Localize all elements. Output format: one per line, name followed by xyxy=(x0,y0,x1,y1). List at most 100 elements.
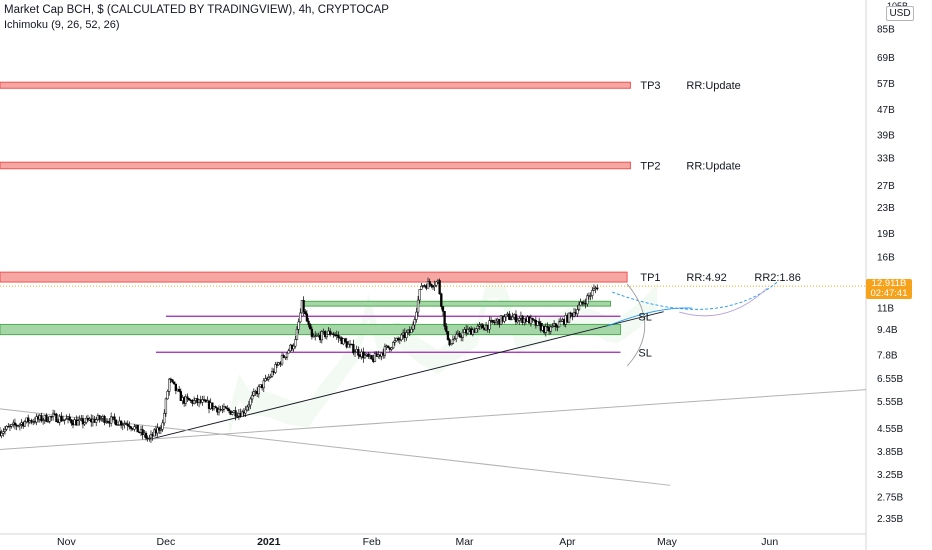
candle-body xyxy=(435,281,438,286)
candle-body xyxy=(128,425,131,428)
y-tick-label: 3.25B xyxy=(877,470,903,481)
candle-body xyxy=(247,404,251,408)
candle-body xyxy=(95,419,98,423)
candle-body xyxy=(455,334,458,339)
candle-body xyxy=(270,370,274,377)
candle-body xyxy=(269,375,272,378)
candle-body xyxy=(453,338,456,341)
candle-body xyxy=(304,311,307,315)
candle-body xyxy=(591,290,594,296)
candle-body xyxy=(494,320,498,323)
candle-body xyxy=(397,338,400,341)
candle-body xyxy=(0,432,3,436)
support-zone-3 xyxy=(301,300,612,307)
candle-body xyxy=(577,304,581,310)
candle-body xyxy=(161,422,164,430)
candle-body xyxy=(572,312,576,317)
candle-body xyxy=(65,418,68,420)
candle-body xyxy=(373,353,377,362)
candle-body xyxy=(509,318,513,321)
candle-body xyxy=(343,338,347,342)
y-tick-label: 2.35B xyxy=(877,514,903,525)
candle-body xyxy=(55,413,58,422)
support-trendline xyxy=(149,311,664,440)
y-tick-label: 39B xyxy=(877,131,895,142)
candle-body xyxy=(567,312,571,323)
currency-selector[interactable]: USD xyxy=(886,6,914,21)
candle-body xyxy=(430,283,433,287)
target-zone-tp1 xyxy=(0,271,628,283)
candle-body xyxy=(144,432,148,439)
candle-body xyxy=(51,413,55,417)
y-tick-label: 33B xyxy=(877,153,895,164)
candle-body xyxy=(164,398,168,414)
candle-body xyxy=(83,422,86,425)
plot-area[interactable] xyxy=(0,0,866,534)
candle-body xyxy=(68,416,71,421)
bar-countdown: 02:47:41 xyxy=(870,288,908,299)
candle-body xyxy=(325,334,328,338)
y-tick-label: 11B xyxy=(877,303,894,314)
candle-body xyxy=(166,391,169,400)
candle-body xyxy=(411,324,415,330)
candle-body xyxy=(98,415,101,420)
y-tick-label: 6.55B xyxy=(877,374,903,385)
candle-body xyxy=(481,324,484,329)
candle-body xyxy=(416,299,420,313)
candle-body xyxy=(41,419,45,422)
candle-body xyxy=(392,342,395,349)
candle-body xyxy=(441,306,445,312)
candle-body xyxy=(310,328,314,337)
candle-body xyxy=(280,355,284,365)
price-axis[interactable]: 85B 69B 57B 47B 39B 33B 27B 23B 19B 16B 11B 9.4B 7.8… xyxy=(877,24,903,525)
x-tick-label: Jun xyxy=(761,536,778,548)
candle-body xyxy=(387,345,390,348)
candle-body xyxy=(491,319,494,323)
candle-body xyxy=(136,424,139,433)
candle-body xyxy=(518,318,521,321)
y-tick-label: 85B xyxy=(877,24,895,35)
candle-body xyxy=(426,281,430,289)
candle-body xyxy=(461,332,465,338)
candle-body xyxy=(174,383,178,392)
candle-body xyxy=(173,381,176,385)
candle-body xyxy=(178,389,181,392)
zone-rr2-tp1: RR2:1.86 xyxy=(754,272,800,284)
candle-body xyxy=(17,425,20,427)
candle-body xyxy=(596,287,599,290)
candle-body xyxy=(18,424,22,427)
candle-body xyxy=(320,331,323,341)
candle-body xyxy=(251,395,254,400)
zone-rr-tp1: RR:4.92 xyxy=(686,272,726,284)
time-axis[interactable]: Nov Dec 2021 Feb Mar Apr May Jun xyxy=(57,536,778,548)
candle-body xyxy=(554,323,557,327)
candle-body xyxy=(474,328,478,333)
candle-body xyxy=(559,320,562,323)
candle-body xyxy=(383,346,387,356)
candle-body xyxy=(428,281,431,285)
projection-arc-blue-2 xyxy=(607,307,693,327)
candle-body xyxy=(405,332,408,338)
candle-body xyxy=(192,400,196,404)
x-tick-label: Mar xyxy=(455,536,474,548)
candle-body xyxy=(60,416,63,422)
y-tick-label: 57B xyxy=(877,79,895,90)
candle-body xyxy=(179,391,182,401)
target-zone-tp3 xyxy=(0,81,631,89)
target-zone-tp2 xyxy=(0,161,631,170)
candle-body xyxy=(413,319,416,326)
candle-body xyxy=(13,422,17,426)
y-tick-label: 3.85B xyxy=(877,447,903,458)
candle-body xyxy=(398,339,401,341)
candle-body xyxy=(234,410,237,417)
candle-body xyxy=(163,413,166,424)
zone-labels-layer: TP3 RR:Update TP2 RR:Update TP1 RR:4.92 RR2:1.… xyxy=(638,80,800,359)
candle-body xyxy=(353,351,357,354)
y-tick-label: 19B xyxy=(877,229,895,240)
candle-body xyxy=(76,420,80,426)
candle-body xyxy=(126,423,129,427)
candle-body xyxy=(511,316,514,320)
last-price-value: 12.911B xyxy=(871,278,907,289)
candle-body xyxy=(201,399,204,403)
